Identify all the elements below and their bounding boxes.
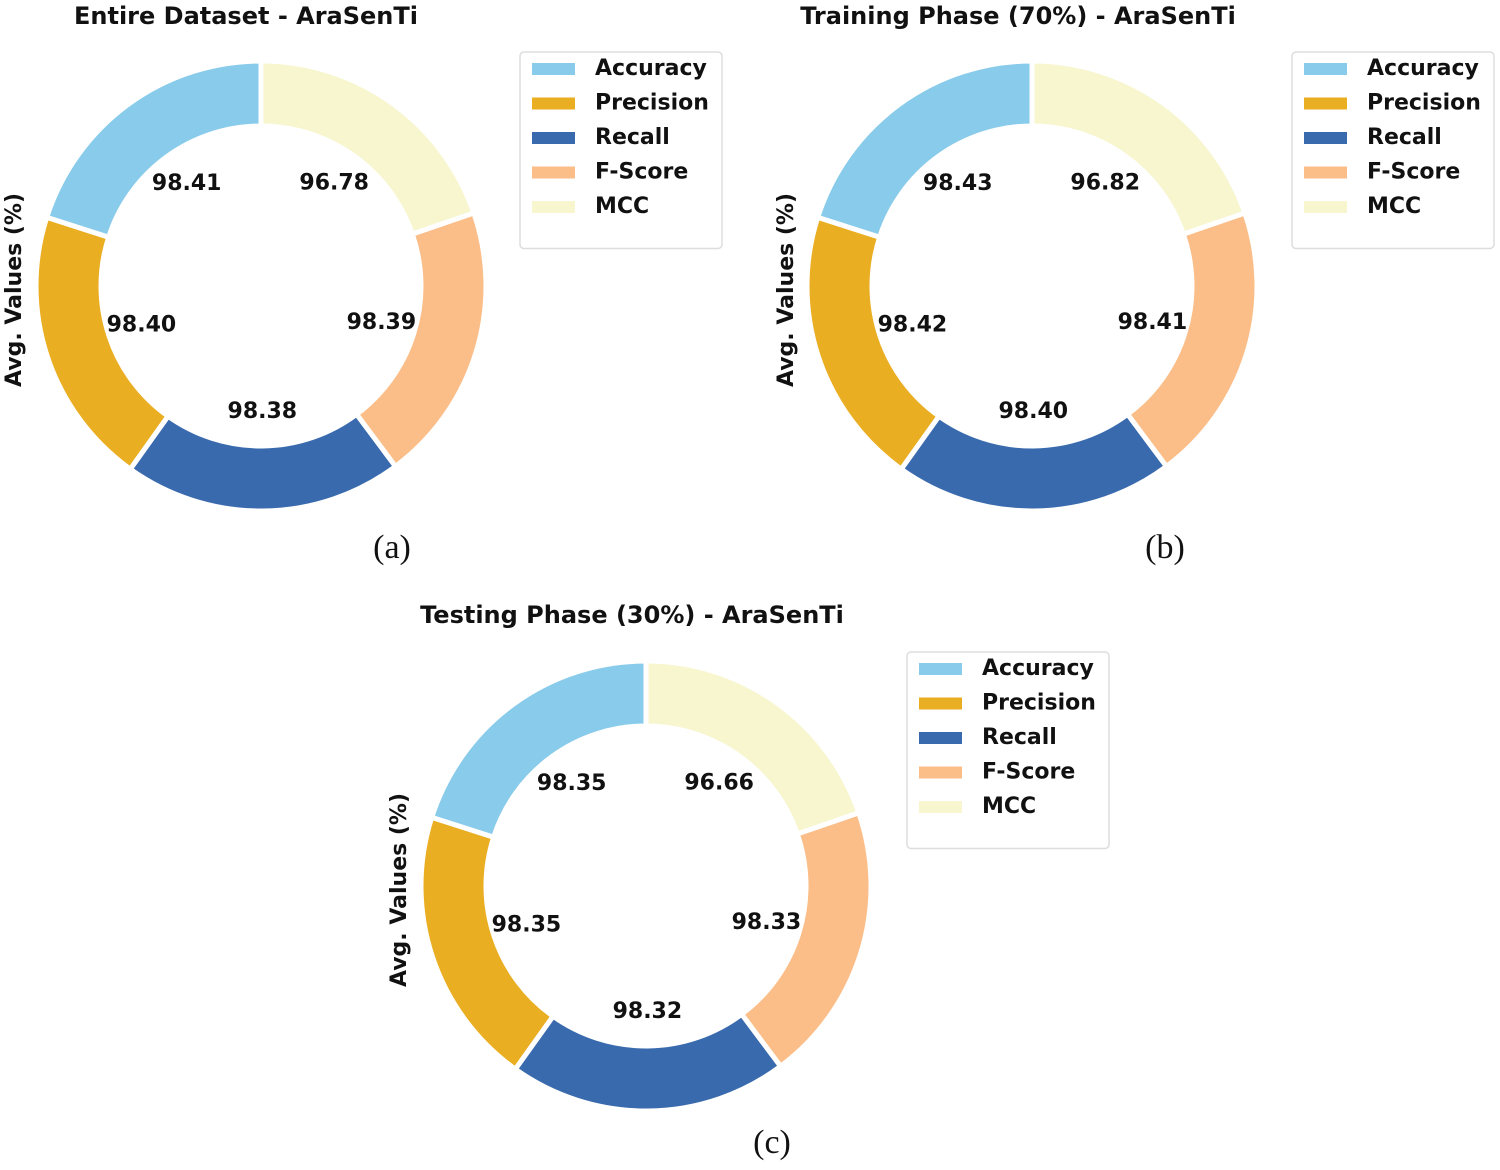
chart-title: Testing Phase (30%) - AraSenTi	[420, 601, 844, 629]
wedge	[258, 58, 477, 238]
legend-label: Precision	[982, 691, 1096, 716]
value-label: 98.42	[878, 313, 948, 338]
wedge	[1124, 209, 1260, 470]
legend-swatch	[1304, 97, 1347, 110]
value-label: 98.32	[613, 999, 683, 1024]
legend-swatch	[1304, 63, 1347, 75]
chart-title: Entire Dataset - AraSenTi	[74, 2, 418, 30]
legend-box	[519, 51, 723, 250]
wedge	[511, 1010, 785, 1114]
y-axis-label: Avg. Values (%)	[387, 793, 412, 987]
legend-swatch	[919, 801, 962, 813]
value-label: 98.40	[999, 399, 1069, 424]
value-label: 98.43	[923, 171, 993, 196]
value-label: 96.78	[299, 170, 369, 195]
legend-box	[906, 651, 1110, 850]
value-label: 98.41	[152, 171, 222, 196]
wedge	[353, 209, 489, 470]
wedge	[33, 214, 172, 473]
value-label: 98.40	[107, 313, 177, 338]
legend-label: MCC	[1367, 194, 1421, 219]
legend-swatch	[532, 63, 575, 75]
legend-label: F-Score	[1367, 160, 1460, 185]
legend-label: Recall	[1367, 125, 1442, 150]
legend-swatch	[532, 201, 575, 213]
legend-swatch	[1304, 166, 1347, 179]
legend-label: F-Score	[982, 760, 1075, 785]
legend-label: Recall	[595, 125, 670, 150]
legend-swatch	[919, 766, 962, 779]
legend-label: Accuracy	[595, 56, 707, 81]
value-label: 98.38	[228, 399, 298, 424]
value-label: 98.39	[347, 310, 417, 335]
wedge	[804, 214, 943, 473]
legend-label: Accuracy	[982, 656, 1094, 681]
legend-label: Accuracy	[1367, 56, 1479, 81]
legend-label: MCC	[982, 794, 1036, 819]
wedge	[43, 58, 264, 241]
y-axis-label: Avg. Values (%)	[774, 193, 799, 387]
wedge	[643, 658, 862, 838]
value-label: 96.82	[1070, 170, 1140, 195]
wedge	[418, 814, 557, 1073]
caption: (b)	[1145, 529, 1185, 566]
legend-swatch	[919, 697, 962, 710]
legend-box	[1291, 51, 1495, 250]
legend-swatch	[919, 663, 962, 675]
y-axis-label: Avg. Values (%)	[2, 193, 27, 387]
legend-swatch	[532, 166, 575, 179]
wedge	[738, 809, 874, 1070]
value-label: 96.66	[684, 770, 754, 795]
wedge	[897, 410, 1170, 514]
caption: (c)	[753, 1124, 791, 1161]
legend-label: Precision	[1367, 91, 1481, 116]
value-label: 98.33	[732, 910, 802, 935]
value-label: 98.35	[537, 771, 607, 796]
chart-title: Training Phase (70%) - AraSenTi	[800, 2, 1236, 30]
legend-label: MCC	[595, 194, 649, 219]
caption: (a)	[373, 529, 411, 566]
wedge	[1029, 58, 1248, 238]
wedge	[126, 410, 400, 514]
wedge	[428, 658, 649, 841]
legend-label: Recall	[982, 725, 1057, 750]
legend-label: Precision	[595, 91, 709, 116]
wedge	[814, 58, 1035, 241]
legend-swatch	[532, 97, 575, 110]
legend-swatch	[1304, 132, 1347, 144]
legend-swatch	[919, 732, 962, 744]
value-label: 98.35	[492, 913, 562, 938]
legend-swatch	[1304, 201, 1347, 213]
legend-label: F-Score	[595, 160, 688, 185]
legend-swatch	[532, 132, 575, 144]
value-label: 98.41	[1118, 310, 1188, 335]
